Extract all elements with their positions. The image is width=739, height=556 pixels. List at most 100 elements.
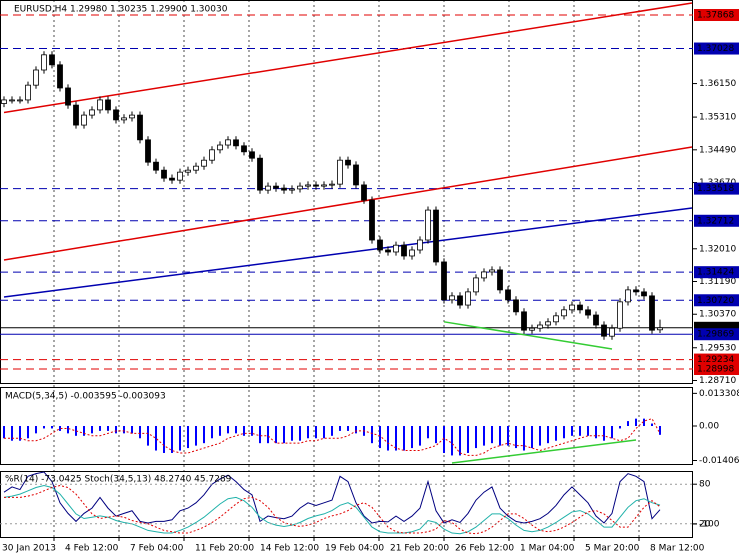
x-tick-label: 19 Feb 04:00 (325, 544, 384, 554)
candle-body (601, 324, 607, 337)
level-label-box (694, 42, 739, 55)
candle-body (17, 99, 23, 102)
candle-body (505, 289, 511, 301)
y-tick-label: 1.35310 (699, 113, 736, 123)
candle-body (137, 114, 143, 141)
candle-body (265, 185, 271, 191)
candle-body (569, 304, 575, 311)
x-tick-label: 30 Jan 2013 (2, 544, 56, 554)
level-label-box (694, 353, 739, 366)
candle-body (449, 295, 455, 301)
candle-body (609, 327, 615, 337)
y-tick-label: 0.013308 (699, 389, 739, 399)
candle-body (89, 109, 95, 116)
candle-body (289, 188, 295, 191)
candle-body (377, 239, 383, 251)
trend-line (3, 207, 693, 298)
oscillator-line (3, 485, 661, 535)
candle-body (313, 184, 319, 187)
candle-body (641, 291, 647, 297)
candle-body (1, 99, 7, 104)
candle-body (41, 54, 47, 71)
y-tick-label: 1.32010 (699, 244, 736, 254)
candle-body (105, 99, 111, 111)
candle-body (417, 239, 423, 251)
level-label: 1.32712 (697, 216, 734, 226)
candle-body (65, 87, 71, 106)
candle-body (385, 249, 391, 253)
candle-body (145, 139, 151, 163)
oscillator-line (3, 471, 661, 524)
candle-body (633, 289, 639, 293)
candle-body (345, 159, 351, 166)
candle-body (273, 185, 279, 189)
candle-body (585, 309, 591, 316)
y-tick-label: 1.31190 (699, 277, 736, 287)
candle-body (161, 169, 167, 179)
level-label: 1.29869 (697, 330, 734, 340)
main-panel (0, 0, 693, 384)
candle-body (361, 184, 367, 201)
level-label: 1.31424 (697, 268, 734, 278)
candle-body (249, 151, 255, 159)
level-label-box (694, 214, 739, 227)
level-label: 1.37868 (697, 11, 734, 21)
candle-body (129, 114, 135, 119)
candle-body (521, 311, 527, 331)
candle-body (593, 314, 599, 326)
candle-body (217, 144, 223, 151)
x-tick-label: 7 Feb 04:00 (130, 544, 184, 554)
candle-body (529, 327, 535, 331)
x-tick-label: 5 Mar 20:00 (585, 544, 640, 554)
candle-body (281, 187, 287, 191)
candle-body (473, 277, 479, 293)
candle-body (553, 315, 559, 323)
level-label-box (694, 9, 739, 22)
candle-body (561, 309, 567, 317)
y-tick-label: 80 (699, 480, 711, 490)
y-tick-label: 20 (699, 519, 711, 529)
candle-body (337, 159, 343, 185)
x-tick-label: 1 Mar 04:00 (520, 544, 575, 554)
candle-body (481, 271, 487, 279)
candle-body (121, 117, 127, 121)
candle-body (9, 99, 15, 102)
level-label-box (694, 182, 739, 195)
oscillator-line (4, 485, 661, 535)
candle-body (401, 244, 407, 257)
x-tick-label: 14 Feb 12:00 (260, 544, 319, 554)
y2-tick-label: -100 (699, 520, 720, 530)
y-tick-label: 1.34490 (699, 145, 736, 155)
y-tick-label: 1.28710 (699, 376, 736, 386)
candle-body (257, 157, 263, 191)
candle-body (617, 301, 623, 329)
candle-body (57, 64, 63, 89)
y-tick-label: 1.30370 (699, 310, 736, 320)
candle-body (353, 164, 359, 186)
candle-body (193, 165, 199, 171)
candle-body (73, 104, 79, 126)
candle-body (465, 291, 471, 306)
candle-body (545, 321, 551, 326)
y-tick-label: 1.36150 (699, 79, 736, 89)
candle-body (177, 171, 183, 181)
x-tick-label: 26 Feb 12:00 (455, 544, 514, 554)
candle-body (489, 269, 495, 273)
oscillator-panel (0, 471, 693, 538)
level-label: 1.33518 (697, 184, 734, 194)
trend-line (443, 321, 613, 350)
candle-body (537, 324, 543, 329)
x-tick-label: 11 Feb 20:00 (195, 544, 254, 554)
y-tick-label: 1.29530 (699, 343, 736, 353)
panel-title: MACD(5,34,5) -0.003595 -0.003093 (5, 392, 166, 402)
candle-body (369, 199, 375, 241)
candle-body (657, 327, 663, 331)
candle-body (393, 244, 399, 253)
candle-body (409, 249, 415, 257)
y-tick-label: -0.014065 (699, 456, 739, 466)
level-label-box (694, 328, 739, 341)
candle-body (457, 295, 463, 306)
level-label: 1.30720 (697, 296, 734, 306)
level-label: 1.29234 (697, 355, 734, 365)
